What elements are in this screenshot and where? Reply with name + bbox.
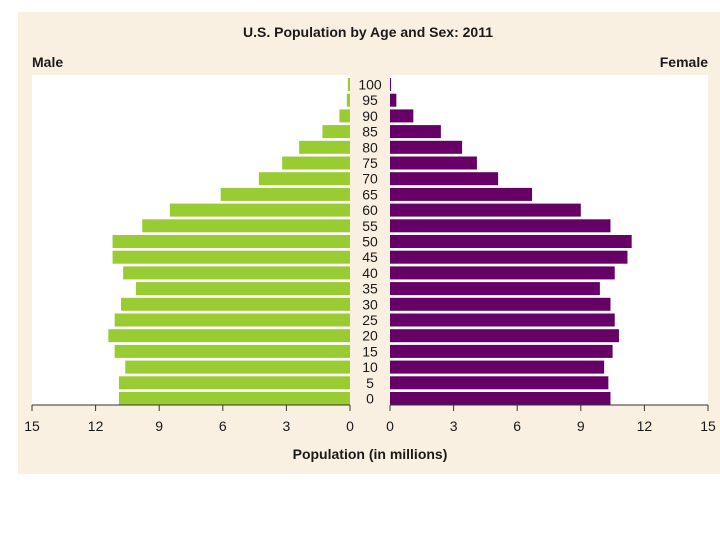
male-bar-age-85 — [322, 125, 350, 139]
male-bar-age-100 — [347, 78, 350, 91]
female-bar-age-0 — [390, 392, 611, 405]
age-label-100: 100 — [358, 77, 382, 93]
female-label: Female — [660, 54, 708, 70]
female-bar-age-30 — [390, 297, 611, 311]
chart-title: U.S. Population by Age and Sex: 2011 — [243, 24, 493, 40]
age-label-95: 95 — [362, 92, 378, 108]
female-bar-age-40 — [390, 266, 615, 280]
female-bar-age-20 — [390, 329, 619, 343]
age-label-30: 30 — [362, 296, 378, 312]
female-bar-age-90 — [390, 109, 414, 123]
age-label-55: 55 — [362, 218, 378, 234]
male-bar-age-30 — [121, 297, 350, 311]
female-tick-label-3: 3 — [450, 418, 458, 434]
female-bar-age-35 — [390, 282, 600, 296]
male-bar-age-15 — [114, 344, 351, 358]
male-bar-age-90 — [339, 109, 350, 123]
female-bar-age-85 — [390, 125, 441, 139]
male-bar-age-95 — [346, 93, 350, 107]
male-tick-label-6: 6 — [219, 418, 227, 434]
age-label-10: 10 — [362, 359, 378, 375]
female-bar-age-80 — [390, 140, 463, 154]
age-label-75: 75 — [362, 155, 378, 171]
male-bar-age-0 — [118, 392, 350, 405]
male-bar-age-80 — [299, 140, 350, 154]
female-bar-age-70 — [390, 172, 499, 186]
female-bar-age-5 — [390, 376, 609, 390]
male-bar-age-25 — [114, 313, 351, 327]
female-tick-label-12: 12 — [637, 418, 653, 434]
age-label-5: 5 — [366, 375, 374, 391]
male-series — [108, 78, 351, 405]
female-bar-age-60 — [390, 203, 581, 217]
age-label-25: 25 — [362, 312, 378, 328]
male-tick-label-3: 3 — [283, 418, 291, 434]
female-bar-age-50 — [390, 235, 632, 248]
x-axis-label: Population (in millions) — [293, 446, 448, 462]
female-bar-age-10 — [390, 360, 605, 374]
female-tick-label-0: 0 — [386, 418, 394, 434]
male-tick-label-0: 0 — [346, 418, 354, 434]
male-bar-age-65 — [220, 187, 350, 201]
male-bar-age-20 — [108, 329, 350, 343]
male-bar-age-5 — [118, 376, 350, 390]
age-label-0: 0 — [366, 391, 374, 407]
age-label-45: 45 — [362, 249, 378, 265]
age-label-90: 90 — [362, 108, 378, 124]
male-bar-age-45 — [112, 250, 350, 264]
male-bar-age-70 — [258, 172, 350, 186]
age-label-70: 70 — [362, 171, 378, 187]
female-bar-age-55 — [390, 219, 611, 233]
female-x-ticks: 0 3 6 9 12 15 — [386, 405, 716, 434]
female-bar-age-15 — [390, 344, 613, 358]
male-bar-age-10 — [125, 360, 350, 374]
age-label-85: 85 — [362, 124, 378, 140]
female-bar-age-45 — [390, 250, 628, 264]
female-bar-age-100 — [390, 78, 392, 91]
age-label-15: 15 — [362, 343, 378, 359]
female-bar-age-25 — [390, 313, 615, 327]
age-label-50: 50 — [362, 234, 378, 250]
male-bar-age-60 — [169, 203, 350, 217]
female-bar-age-75 — [390, 156, 477, 170]
female-tick-label-9: 9 — [577, 418, 585, 434]
male-bar-age-55 — [142, 219, 350, 233]
age-label-65: 65 — [362, 186, 378, 202]
male-tick-label-12: 12 — [88, 418, 104, 434]
age-labels: 1009590858075706560555045403530252015105… — [358, 77, 382, 407]
female-tick-label-15: 15 — [700, 418, 716, 434]
female-series — [390, 78, 632, 405]
age-label-20: 20 — [362, 328, 378, 344]
male-x-ticks: 15 12 9 6 3 0 — [24, 405, 354, 434]
male-tick-label-15: 15 — [24, 418, 40, 434]
age-label-35: 35 — [362, 281, 378, 297]
female-tick-label-6: 6 — [513, 418, 521, 434]
male-bar-age-75 — [282, 156, 350, 170]
age-label-80: 80 — [362, 139, 378, 155]
male-label: Male — [32, 54, 63, 70]
male-bar-age-50 — [112, 235, 350, 248]
age-label-60: 60 — [362, 202, 378, 218]
male-bar-age-40 — [123, 266, 350, 280]
male-bar-age-35 — [135, 282, 350, 296]
female-bar-age-95 — [390, 93, 397, 107]
male-tick-label-9: 9 — [155, 418, 163, 434]
female-bar-age-65 — [390, 187, 533, 201]
age-label-40: 40 — [362, 265, 378, 281]
